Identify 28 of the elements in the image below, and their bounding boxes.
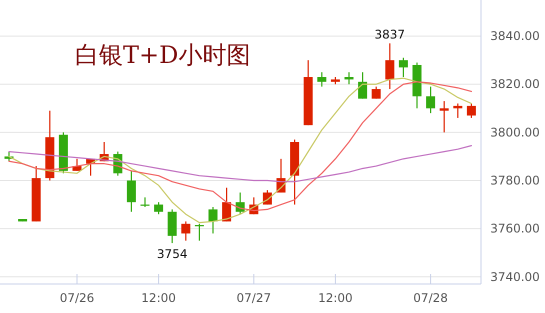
candlestick xyxy=(453,102,462,119)
candlestick xyxy=(126,170,136,212)
annotation: 3754 xyxy=(156,247,188,262)
candlestick xyxy=(222,187,232,222)
annotation: 3837 xyxy=(374,27,406,42)
y-tick-label: 3800.00 xyxy=(490,125,540,140)
x-tick-label: 07/28 xyxy=(413,291,448,305)
x-tick-label: 07/26 xyxy=(60,291,94,305)
y-tick-label: 3840.00 xyxy=(490,29,540,44)
x-tick-label: 12:00 xyxy=(141,291,176,305)
candlestick xyxy=(398,57,408,78)
candlestick xyxy=(426,86,436,114)
candlestick xyxy=(208,206,218,234)
candlestick xyxy=(466,102,476,119)
y-tick-label: 3740.00 xyxy=(490,270,540,284)
candlestick xyxy=(317,72,326,88)
candlestick xyxy=(385,42,394,90)
y-tick-label: 3780.00 xyxy=(490,174,540,188)
candlestick xyxy=(154,202,164,215)
candlestick xyxy=(372,86,381,100)
x-tick-label: 07/27 xyxy=(236,291,272,305)
text: 白银T+D小时图 xyxy=(75,41,250,69)
y-tick-label: 3760.00 xyxy=(490,222,540,236)
y-tick-label: 3820.00 xyxy=(490,77,540,92)
x-tick-label: 12:00 xyxy=(318,291,353,305)
candlestick xyxy=(181,220,190,242)
candlestick xyxy=(140,196,150,208)
candlestick xyxy=(344,72,354,85)
